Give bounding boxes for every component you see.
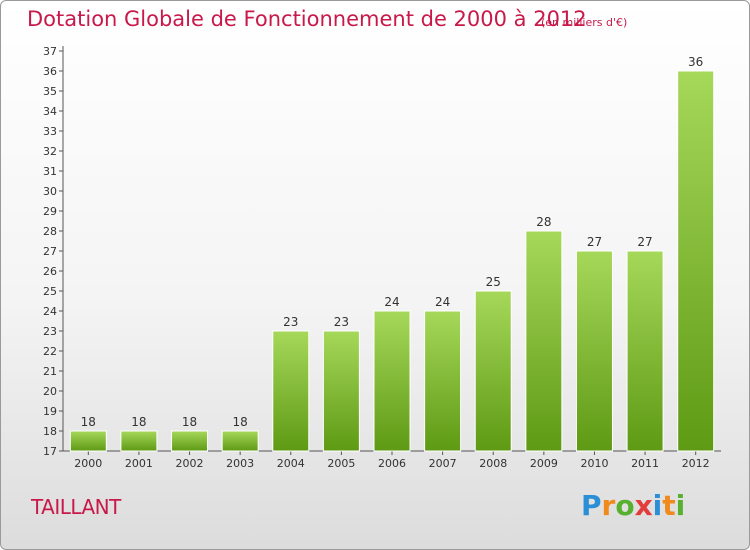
bar [626, 250, 664, 452]
y-tick-label: 23 [43, 325, 57, 338]
bar [69, 430, 107, 452]
y-tick-label: 18 [43, 425, 57, 438]
x-tick-label: 2002 [176, 457, 204, 470]
chart-bars [69, 70, 715, 452]
logo-letter: x [634, 489, 653, 522]
y-tick-label: 20 [43, 385, 57, 398]
y-tick-label: 36 [43, 65, 57, 78]
bar [221, 430, 259, 452]
bar-value-label: 24 [384, 295, 399, 309]
bar [525, 230, 563, 452]
y-tick-label: 19 [43, 405, 57, 418]
x-tick-label: 2008 [479, 457, 507, 470]
bar-value-label: 27 [637, 235, 652, 249]
bar-value-label: 18 [233, 415, 248, 429]
y-tick-label: 21 [43, 365, 57, 378]
bar-value-label: 36 [688, 55, 703, 69]
bar [373, 310, 411, 452]
logo-letter: o [615, 489, 635, 522]
y-tick-label: 37 [43, 45, 57, 58]
chart-labels: 18 2000 18 2001 18 2002 18 2003 23 2004 23 2005 24 20… [74, 55, 709, 470]
y-tick-label: 27 [43, 245, 57, 258]
x-tick-label: 2007 [429, 457, 457, 470]
logo-letter: r [601, 489, 616, 522]
y-tick-label: 30 [43, 185, 57, 198]
bar-value-label: 18 [81, 415, 96, 429]
bar-value-label: 23 [334, 315, 349, 329]
bar [120, 430, 158, 452]
x-tick-label: 2012 [682, 457, 710, 470]
bar [424, 310, 462, 452]
bar-value-label: 24 [435, 295, 450, 309]
x-tick-label: 2005 [327, 457, 355, 470]
logo-letter: i [652, 489, 663, 522]
x-tick-label: 2004 [277, 457, 305, 470]
bar [171, 430, 209, 452]
y-tick-label: 34 [43, 105, 57, 118]
y-tick-label: 25 [43, 285, 57, 298]
bar-value-label: 18 [131, 415, 146, 429]
chart-axes: 17 18 19 20 21 22 23 24 25 26 27 28 29 30 31 32 33 34 35 36… [43, 45, 721, 458]
bar [474, 290, 512, 452]
x-tick-label: 2011 [631, 457, 659, 470]
x-tick-label: 2003 [226, 457, 254, 470]
x-tick-label: 2001 [125, 457, 153, 470]
bar-value-label: 18 [182, 415, 197, 429]
x-tick-label: 2010 [580, 457, 608, 470]
logo-letter: i [675, 489, 686, 522]
logo-letter: t [662, 489, 676, 522]
y-tick-label: 35 [43, 85, 57, 98]
logo-letter: P [581, 489, 602, 522]
y-tick-label: 29 [43, 205, 57, 218]
proxiti-logo[interactable]: Proxiti [581, 489, 685, 522]
y-tick-label: 17 [43, 445, 57, 458]
y-tick-label: 33 [43, 125, 57, 138]
y-tick-label: 28 [43, 225, 57, 238]
y-tick-label: 22 [43, 345, 57, 358]
bar [575, 250, 613, 452]
y-tick-label: 32 [43, 145, 57, 158]
chart-subtitle: (en milliers d'€) [541, 16, 628, 29]
commune-name: TAILLANT [31, 495, 121, 519]
y-tick-label: 26 [43, 265, 57, 278]
x-tick-label: 2009 [530, 457, 558, 470]
bar-value-label: 27 [587, 235, 602, 249]
y-tick-label: 24 [43, 305, 57, 318]
bar [272, 330, 310, 452]
y-tick-label: 31 [43, 165, 57, 178]
chart-title: Dotation Globale de Fonctionnement de 20… [27, 7, 587, 31]
bar-value-label: 23 [283, 315, 298, 329]
bar [677, 70, 715, 452]
x-tick-label: 2000 [74, 457, 102, 470]
bar-value-label: 28 [536, 215, 551, 229]
x-tick-label: 2006 [378, 457, 406, 470]
bar [322, 330, 360, 452]
bar-value-label: 25 [486, 275, 501, 289]
